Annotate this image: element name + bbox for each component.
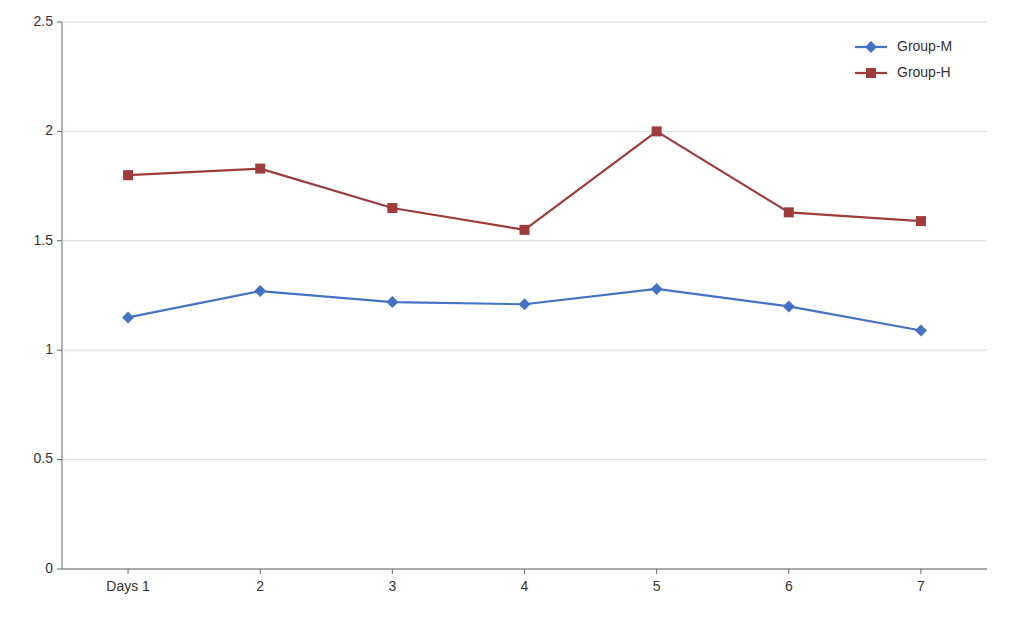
y-tick-label: 1.5 [34, 232, 54, 248]
y-tick [57, 459, 62, 460]
series-marker [386, 296, 398, 308]
x-tick-label: 7 [917, 578, 925, 594]
x-tick-label: 6 [785, 578, 793, 594]
grid-line [62, 569, 987, 570]
series-marker [387, 203, 397, 213]
axes: 0 0.5 1 1.5 2 2.5 Days 1 2 3 4 5 6 7 [34, 13, 987, 594]
series-marker [254, 285, 266, 297]
y-axis-line [62, 22, 63, 569]
x-tick [392, 569, 393, 574]
y-tick [57, 131, 62, 132]
legend: Group-M Group-H [847, 28, 977, 92]
chart-container: 0 0.5 1 1.5 2 2.5 Days 1 2 3 4 5 6 7 Group-M Group-H [0, 0, 1011, 621]
x-tick [128, 569, 129, 574]
series-line [128, 131, 921, 229]
series-marker [255, 164, 265, 174]
grid-line [62, 131, 987, 132]
x-tick [260, 569, 261, 574]
legend-label: Group-M [897, 38, 952, 54]
x-tick [920, 569, 921, 574]
legend-background [847, 28, 977, 92]
grid-line [62, 350, 987, 351]
grid-line [62, 22, 987, 23]
x-tick-label: 3 [388, 578, 396, 594]
x-tick [524, 569, 525, 574]
series-marker [520, 225, 530, 235]
y-tick [57, 350, 62, 351]
grid [62, 22, 987, 569]
series-marker [651, 283, 663, 295]
legend-label: Group-H [897, 64, 951, 80]
grid-line [62, 459, 987, 460]
y-tick [57, 240, 62, 241]
grid-line [62, 240, 987, 241]
plot-area [122, 126, 927, 336]
x-tick [788, 569, 789, 574]
y-tick-label: 2 [45, 122, 53, 138]
series-marker [123, 170, 133, 180]
x-axis-line [62, 569, 987, 570]
y-tick-label: 2.5 [34, 13, 54, 29]
series-marker [519, 298, 531, 310]
series-marker [916, 216, 926, 226]
series-marker [915, 325, 927, 337]
x-tick-label: Days 1 [106, 578, 150, 594]
series-line [128, 289, 921, 331]
series-marker [783, 300, 795, 312]
series-marker [784, 207, 794, 217]
y-tick-label: 0 [45, 560, 53, 576]
y-tick-label: 1 [45, 341, 53, 357]
x-tick-label: 2 [256, 578, 264, 594]
chart-svg: 0 0.5 1 1.5 2 2.5 Days 1 2 3 4 5 6 7 Group-M Group-H [0, 0, 1011, 621]
series-marker [122, 311, 134, 323]
series-marker [652, 126, 662, 136]
x-tick [656, 569, 657, 574]
x-tick-label: 5 [653, 578, 661, 594]
y-tick [57, 22, 62, 23]
x-tick-label: 4 [521, 578, 529, 594]
y-tick-label: 0.5 [34, 450, 54, 466]
legend-marker [865, 41, 877, 53]
legend-marker [866, 68, 876, 78]
y-tick [57, 569, 62, 570]
